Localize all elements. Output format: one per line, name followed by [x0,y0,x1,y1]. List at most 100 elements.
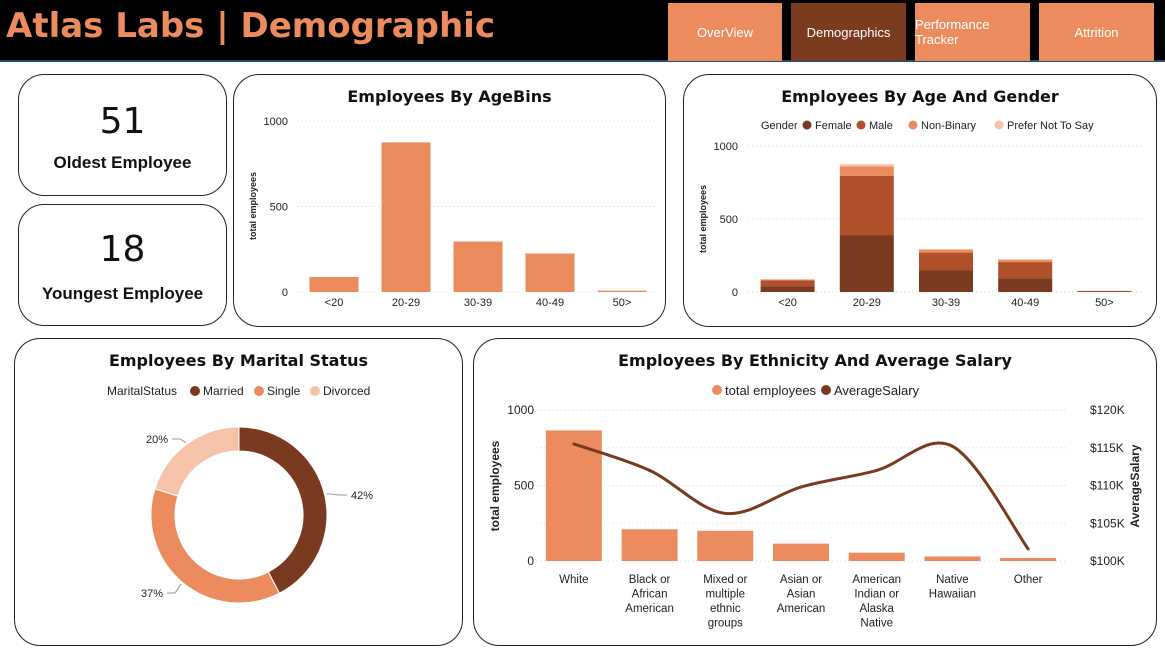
agegender-xtick-label: 40-49 [1011,297,1039,309]
marital-legend-title: MaritalStatus [107,384,177,398]
agegender-ytick-label: 1000 [714,141,738,153]
ethnicity-xtick-label: Native [860,618,893,630]
nav-overview-button[interactable]: OverView [668,3,782,61]
ethnicity-card: Employees By Ethnicity And Average Salar… [473,338,1157,646]
agegender-chart: Gender Female Male Non-Binary Prefer Not To … [698,120,1144,309]
ethnicity-xtick-label: American [777,603,826,615]
marital-card: Employees By Marital Status MaritalStatu… [14,338,463,646]
ethnicity-xtick-label: Hawaiian [929,589,976,601]
agebins-bar [597,290,647,292]
oldest-employee-value: 51 [99,101,146,142]
agegender-bar-segment [919,270,973,292]
oldest-employee-card: 51 Oldest Employee [18,74,227,196]
ethnicity-chart: total employees AverageSalary 0 500 1000 $100… [488,383,1142,630]
marital-data-label: 42% [351,490,373,502]
marital-slice [150,488,280,604]
agegender-bar-segment [998,278,1053,292]
marital-legend-label: Married [203,384,244,398]
ethnicity-xtick-label: Other [1014,574,1043,586]
agegender-bar-segment [998,262,1053,279]
marital-leader-line [167,583,182,594]
marital-legend-swatch [254,386,264,396]
ethnicity-title: Employees By Ethnicity And Average Salar… [618,351,1012,370]
ethnicity-xtick-label: Black or [629,574,671,586]
ethnicity-salary-point [572,442,576,446]
ethnicity-salary-point [648,468,652,472]
agegender-legend-swatch [994,120,1004,130]
agegender-ylabel: total employees [698,185,708,253]
agegender-xtick-label: 30-39 [932,297,960,309]
agegender-bar-segment [839,235,894,292]
nav-performance-tracker-button[interactable]: Performance Tracker [915,3,1030,61]
nav-demographics-button[interactable]: Demographics [791,3,906,61]
agegender-bar-segment [760,286,815,292]
agegender-legend-label: Non-Binary [921,120,977,132]
agegender-card: Employees By Age And Gender Gender Female… [683,74,1157,327]
agegender-bar-segment [839,164,894,167]
ethnicity-xtick-label: American [625,603,674,615]
agebins-ytick-label: 0 [282,287,288,299]
agebins-chart: 0 500 1000 total employees <20 20-29 30-39 40-4… [248,116,658,309]
ethnicity-salary-point [875,468,879,472]
agebins-bar [309,276,359,292]
ethnicity-bar [545,430,602,561]
agebins-xtick-label: 20-29 [392,297,420,309]
ethnicity-y2tick-label: $110K [1090,479,1124,493]
youngest-employee-label: Youngest Employee [41,284,204,303]
ethnicity-xtick-label: Indian or [854,589,899,601]
agebins-bar [381,142,431,292]
ethnicity-bar [773,543,829,561]
ethnicity-legend-swatch [821,385,831,395]
ethnicity-xtick-label: White [559,574,588,586]
ethnicity-salary-point [1026,547,1030,551]
agegender-legend-swatch [802,120,812,130]
ethnicity-legend-swatch [712,385,722,395]
marital-title: Employees By Marital Status [108,351,369,370]
ethnicity-y2tick-label: $100K [1090,554,1125,568]
ethnicity-ytick-label: 0 [527,554,534,568]
agebins-ytick-label: 500 [270,202,288,214]
agegender-bar-segment [919,248,973,250]
marital-legend-swatch [310,386,320,396]
ethnicity-bar [1000,557,1057,561]
marital-leader-line [326,493,347,496]
ethnicity-xtick-label: African [632,589,668,601]
ethnicity-legend-label: AverageSalary [834,383,920,398]
agegender-bar-segment [760,279,815,281]
ethnicity-salary-point [799,485,803,489]
ethnicity-xtick-label: Asian or [780,574,822,586]
marital-data-label: 20% [146,434,168,446]
ethnicity-salary-point [950,444,954,448]
marital-legend-label: Single [267,384,301,398]
ethnicity-xtick-label: groups [708,618,743,630]
agegender-ytick-label: 500 [720,214,738,226]
marital-chart: MaritalStatus Married Single Divorced 42% 37%… [107,384,373,604]
marital-data-label: 37% [141,588,163,600]
agegender-legend-swatch [908,120,918,130]
ethnicity-y2label: AverageSalary [1128,444,1142,527]
nav-attrition-button[interactable]: Attrition [1039,3,1154,61]
agegender-bar-segment [998,259,1053,260]
agegender-title: Employees By Age And Gender [781,87,1059,106]
header-bar: Atlas Labs | Demographic OverView Demogr… [0,0,1165,62]
agegender-bar-segment [998,259,1053,263]
agegender-bar-segment [839,166,894,176]
ethnicity-legend-label: total employees [725,383,817,398]
page-title: Atlas Labs | Demographic [6,6,495,46]
agegender-bar-segment [919,249,973,253]
agebins-xtick-label: 50> [613,297,632,309]
agegender-legend-swatch [856,120,866,130]
ethnicity-ytick-label: 500 [514,479,534,493]
marital-legend-label: Divorced [323,384,370,398]
agegender-bar-segment [760,280,815,287]
ethnicity-xtick-label: multiple [705,589,745,601]
agebins-bar [525,253,575,292]
ethnicity-bar [697,530,754,561]
agebins-bar [453,241,503,292]
ethnicity-ylabel: total employees [488,440,502,531]
agebins-xtick-label: 40-49 [536,297,564,309]
agegender-bar-segment [919,252,973,271]
ethnicity-salary-point [723,511,727,515]
ethnicity-bar [848,552,905,561]
agebins-xtick-label: 30-39 [464,297,492,309]
